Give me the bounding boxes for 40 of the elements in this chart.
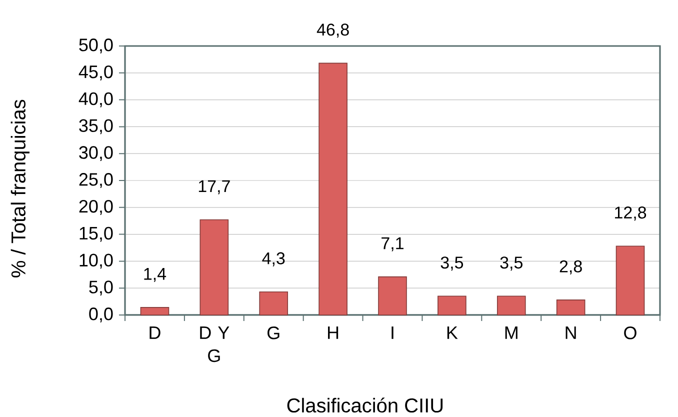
x-tick-label: K <box>447 326 458 339</box>
x-tick-label: N <box>566 326 576 339</box>
bar <box>438 296 466 316</box>
y-axis-title: % / Total franquicias <box>10 100 30 278</box>
y-tick-label: 35,0 <box>79 119 113 134</box>
data-label: 1,4 <box>144 268 166 282</box>
bar <box>556 300 586 316</box>
y-tick-label: 5,0 <box>89 280 113 296</box>
x-tick-label: I <box>392 326 394 339</box>
y-tick-label: 0,0 <box>89 308 113 322</box>
x-tick-label: M <box>505 326 518 339</box>
y-tick-label: 30,0 <box>79 146 113 162</box>
bar <box>616 246 645 316</box>
bar <box>318 62 348 316</box>
x-tick-label: D Y G <box>200 326 230 362</box>
data-label: 46,8 <box>316 24 349 38</box>
bar <box>496 296 526 316</box>
y-tick-label: 15,0 <box>80 226 113 242</box>
data-label: 2,8 <box>560 260 582 274</box>
x-tick-label: O <box>624 326 636 340</box>
y-tick-label: 10,0 <box>80 254 113 269</box>
y-tick-label: 40,0 <box>78 92 113 108</box>
x-axis-title: Clasificación CIIU <box>287 398 443 413</box>
data-label: 12,8 <box>615 206 646 221</box>
data-label: 7,1 <box>382 237 404 252</box>
x-tick-label: H <box>328 326 338 339</box>
x-tick-label: D <box>150 326 160 339</box>
y-tick-label: 50,0 <box>79 38 113 54</box>
bar <box>259 291 288 316</box>
y-tick-label: 20,0 <box>79 200 113 215</box>
bar <box>140 307 170 316</box>
y-tick-label: 25,0 <box>79 173 113 188</box>
data-label: 3,5 <box>440 256 464 271</box>
data-label: 17,7 <box>198 180 230 194</box>
bar <box>378 276 407 316</box>
x-tick-label: G <box>268 326 280 340</box>
data-label: 4,3 <box>262 252 285 266</box>
bar <box>200 219 229 316</box>
y-tick-label: 45,0 <box>78 65 113 80</box>
data-label: 3,5 <box>500 256 522 271</box>
